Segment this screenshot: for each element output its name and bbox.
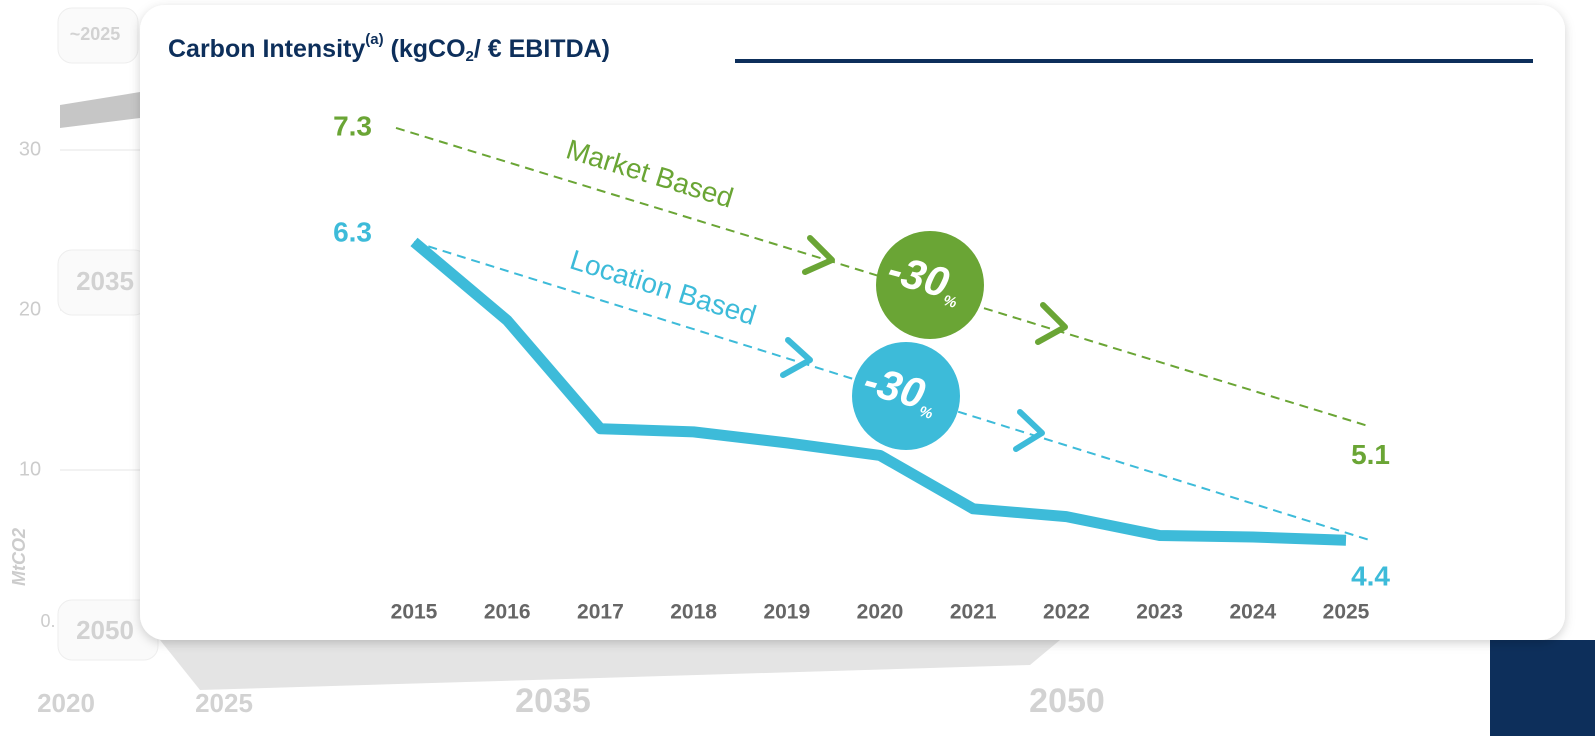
x-tick-label: 2024 (1229, 601, 1276, 624)
axis-tick: 30 (19, 138, 41, 160)
data-label: 4.4 (1351, 561, 1390, 592)
x-tick-label: 2019 (763, 601, 810, 624)
axis-tick: 0. (40, 611, 55, 631)
x-tick-label: 2025 (1323, 601, 1370, 624)
title-part: Carbon Intensity (168, 35, 365, 63)
axis-tick: 20 (19, 298, 41, 320)
x-tick-label: 2021 (950, 601, 997, 624)
background: ~2025 2035 2050 30 20 10 0. MtCO2 2020 2… (9, 7, 1595, 736)
year: 2035 (515, 682, 591, 720)
x-tick-label: 2016 (484, 601, 531, 624)
badge (876, 231, 984, 339)
year: 2020 (37, 688, 95, 718)
x-tick-label: 2020 (857, 601, 904, 624)
x-tick-label: 2022 (1043, 601, 1090, 624)
x-tick-label: 2017 (577, 601, 624, 624)
axis-label: MtCO2 (9, 528, 29, 586)
axis-tick: 10 (19, 458, 41, 480)
year: 2025 (195, 688, 253, 718)
title-part: 2 (466, 48, 474, 65)
trend-line (395, 126, 1371, 428)
data-label: 5.1 (1351, 439, 1390, 470)
year: 2050 (1029, 682, 1105, 720)
badge-unit: % (941, 292, 958, 312)
title-part: (kgCO (384, 35, 466, 63)
pill: 2050 (76, 615, 134, 645)
pill: ~2025 (70, 24, 121, 44)
title-part: / € EBITDA) (474, 35, 610, 63)
data-line (410, 237, 1347, 546)
x-tick-label: 2018 (670, 601, 717, 624)
side-strip (1490, 640, 1595, 736)
data-label: 6.3 (333, 216, 372, 247)
arrows (780, 235, 1068, 452)
title-part: (a) (365, 31, 383, 48)
chart-title: Carbon Intensity(a) (kgCO2/ € EBITDA) (168, 31, 610, 65)
pill: 2035 (76, 266, 134, 296)
badge (852, 342, 960, 450)
x-tick-label: 2023 (1136, 601, 1183, 624)
badge-unit: % (917, 403, 934, 423)
card (140, 5, 1565, 640)
x-tick-label: 2015 (391, 601, 438, 624)
data-label: 7.3 (333, 110, 372, 141)
